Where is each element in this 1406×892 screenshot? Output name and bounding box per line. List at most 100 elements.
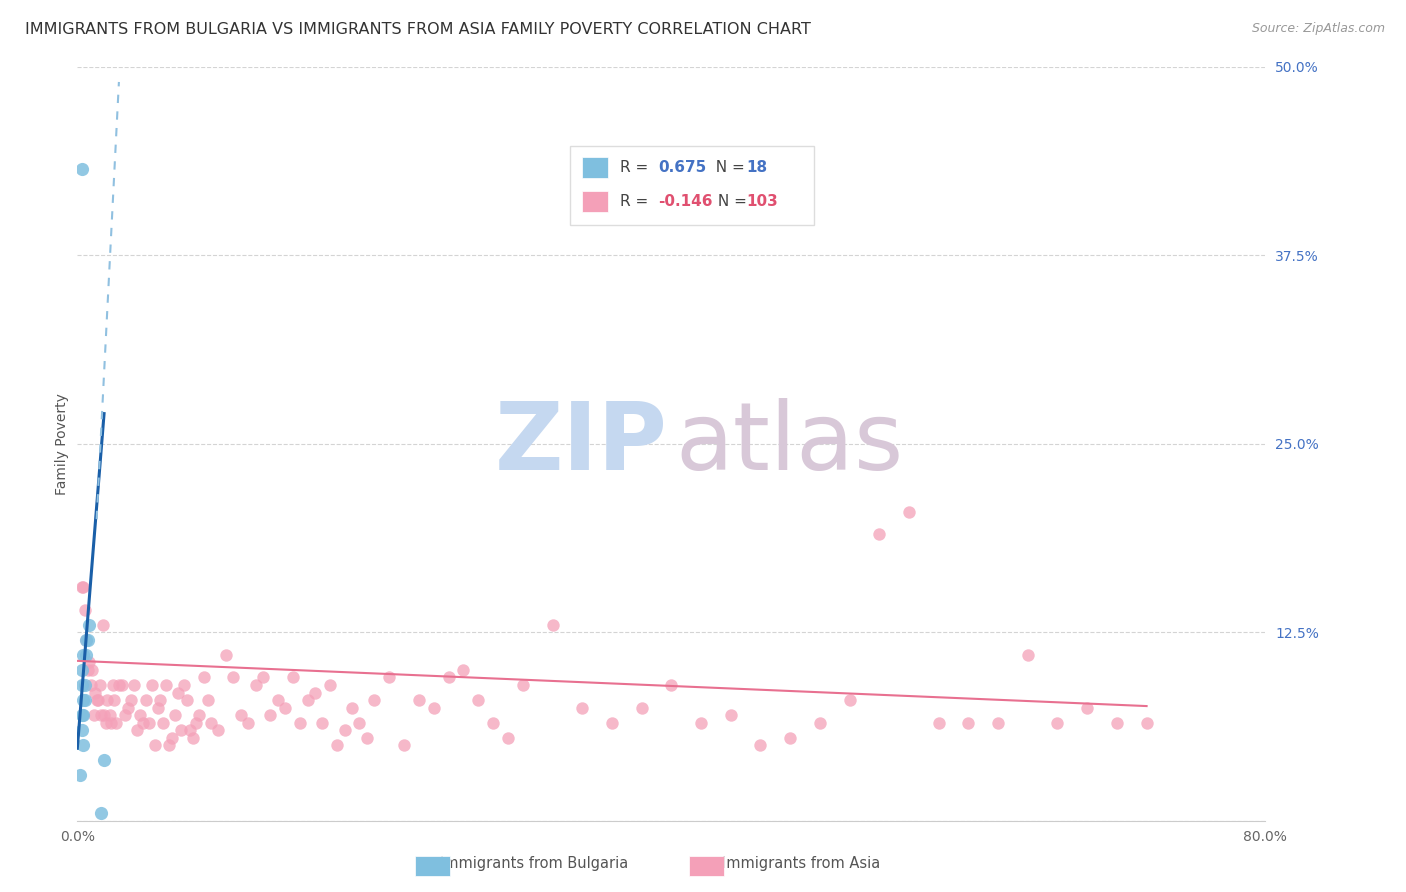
Point: [70, 678, 93, 692]
Point: [193, 670, 215, 684]
Point: [304, 685, 326, 699]
Point: [496, 731, 519, 745]
Point: [868, 527, 890, 541]
Text: R =: R =: [620, 160, 654, 175]
Point: [898, 505, 921, 519]
Point: [349, 715, 371, 730]
Point: [392, 739, 415, 753]
Point: [363, 693, 385, 707]
Point: [957, 715, 980, 730]
Point: [157, 739, 180, 753]
Text: Immigrants from Asia: Immigrants from Asia: [723, 856, 880, 871]
Point: [215, 648, 238, 662]
Point: [84, 685, 107, 699]
Point: [104, 715, 127, 730]
Point: [103, 693, 125, 707]
Point: [125, 723, 148, 738]
Point: [75, 632, 97, 647]
Point: [146, 700, 169, 714]
Text: Immigrants from Bulgaria: Immigrants from Bulgaria: [440, 856, 628, 871]
Point: [408, 693, 430, 707]
Point: [512, 678, 534, 692]
Point: [86, 693, 108, 707]
FancyBboxPatch shape: [582, 191, 609, 211]
Point: [165, 708, 187, 723]
Text: ZIP: ZIP: [495, 398, 668, 490]
Point: [482, 715, 505, 730]
Y-axis label: Family Poverty: Family Poverty: [55, 392, 69, 495]
Point: [297, 693, 319, 707]
Point: [181, 731, 204, 745]
Point: [70, 580, 93, 594]
Point: [143, 739, 166, 753]
Point: [96, 693, 118, 707]
Text: Source: ZipAtlas.com: Source: ZipAtlas.com: [1251, 22, 1385, 36]
Point: [90, 806, 112, 821]
Point: [838, 693, 860, 707]
Point: [72, 580, 94, 594]
Point: [170, 723, 193, 738]
Point: [1135, 715, 1157, 730]
Point: [311, 715, 333, 730]
Point: [128, 708, 150, 723]
Point: [288, 715, 311, 730]
Text: N =: N =: [706, 160, 749, 175]
Point: [378, 670, 401, 684]
Point: [117, 700, 139, 714]
Point: [167, 685, 190, 699]
Point: [70, 723, 93, 738]
Point: [222, 670, 245, 684]
Point: [600, 715, 623, 730]
Point: [75, 648, 97, 662]
Point: [808, 715, 831, 730]
Point: [779, 731, 801, 745]
Point: [319, 678, 342, 692]
Point: [73, 693, 96, 707]
Point: [179, 723, 201, 738]
Text: 0.675: 0.675: [658, 160, 707, 175]
Text: 103: 103: [747, 194, 778, 209]
Point: [356, 731, 378, 745]
Point: [114, 708, 136, 723]
Point: [186, 715, 208, 730]
Point: [188, 708, 211, 723]
Point: [229, 708, 252, 723]
Point: [928, 715, 950, 730]
Text: IMMIGRANTS FROM BULGARIA VS IMMIGRANTS FROM ASIA FAMILY POVERTY CORRELATION CHAR: IMMIGRANTS FROM BULGARIA VS IMMIGRANTS F…: [25, 22, 811, 37]
Point: [326, 739, 349, 753]
Point: [70, 663, 93, 677]
Point: [155, 678, 177, 692]
Point: [340, 700, 363, 714]
Text: 18: 18: [747, 160, 768, 175]
Point: [83, 708, 105, 723]
Point: [720, 708, 742, 723]
Text: N =: N =: [713, 194, 752, 209]
Point: [120, 693, 142, 707]
Point: [207, 723, 229, 738]
Point: [90, 708, 112, 723]
Point: [437, 670, 460, 684]
Point: [73, 678, 96, 692]
Point: [690, 715, 713, 730]
Point: [453, 663, 475, 677]
Point: [72, 708, 94, 723]
Point: [200, 715, 222, 730]
Point: [75, 632, 97, 647]
Point: [91, 617, 114, 632]
Point: [70, 162, 93, 177]
Point: [162, 731, 184, 745]
Point: [69, 768, 91, 782]
Point: [93, 708, 115, 723]
Point: [89, 678, 111, 692]
Point: [987, 715, 1010, 730]
Point: [141, 678, 163, 692]
Point: [661, 678, 683, 692]
Point: [236, 715, 259, 730]
FancyBboxPatch shape: [571, 146, 814, 225]
Point: [252, 670, 274, 684]
Point: [176, 693, 198, 707]
Point: [173, 678, 195, 692]
Text: atlas: atlas: [675, 398, 903, 490]
Text: -0.146: -0.146: [658, 194, 713, 209]
Point: [77, 617, 100, 632]
